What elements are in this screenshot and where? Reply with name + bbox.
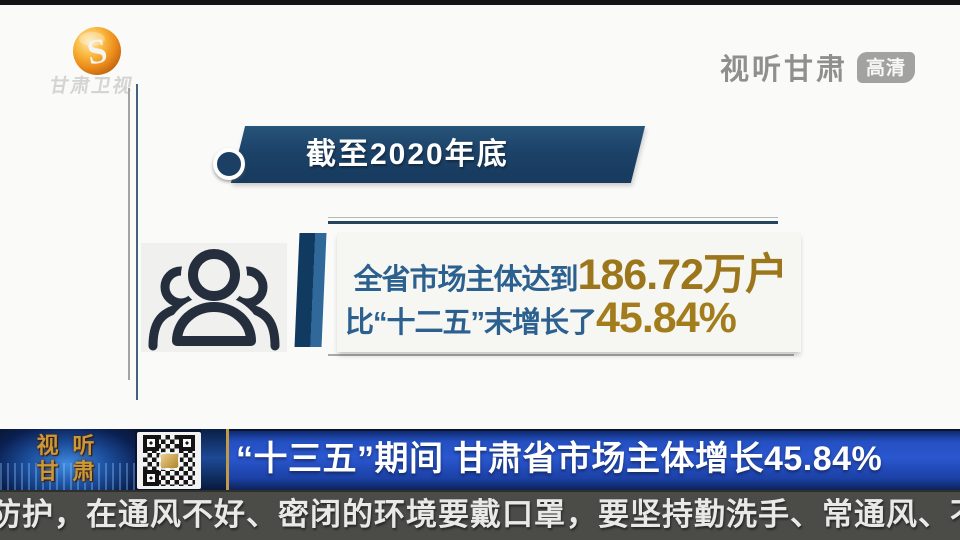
ticker-brand-box: 视 听 甘 肃 [0, 429, 135, 490]
stat2-label: 比“十二五”末增长了 [345, 307, 597, 339]
station-watermark: 甘肃卫视 [47, 76, 136, 97]
channel-name: 视听甘肃 [720, 54, 849, 86]
qr-finder-icon [179, 435, 195, 451]
vertical-rule-navy [136, 84, 138, 400]
ticker-gold-line [226, 429, 229, 490]
banner-dot [213, 148, 245, 180]
stat-box: 全省市场主体达到 186.72万户 比“十二五”末增长了 45.84% [337, 232, 801, 352]
qr-finder-icon [143, 435, 159, 451]
ticker-brand-bottom: 甘 肃 [36, 458, 99, 484]
channel-id: 视听甘肃 高清 [720, 46, 916, 88]
headline-text: “十三五”期间 甘肃省市场主体增长45.84% [236, 440, 883, 478]
ticker-bar: 视 听 甘 肃 “十三五”期间 甘肃省市场主体增长45.84% [0, 429, 960, 490]
accent-ribbon [294, 233, 327, 347]
crawl-text: 防护，在通风不好、密闭的环境要戴口罩，要坚持勤洗手、常通风、不聚集、 [0, 497, 960, 532]
qr-code-icon [137, 432, 201, 489]
rule-top-navy [328, 221, 778, 224]
hd-badge: 高清 [857, 51, 916, 83]
people-group-icon [141, 242, 287, 353]
banner-title: 截至2020年底 [306, 138, 509, 171]
qr-pattern [143, 435, 195, 486]
stat-row-1: 全省市场主体达到 186.72万户 [353, 240, 788, 302]
stat1-label: 全省市场主体达到 [353, 264, 578, 296]
qr-center-logo-icon [161, 454, 178, 468]
vertical-rule-gray [128, 88, 130, 380]
qr-finder-icon [143, 470, 159, 486]
ticker-brand-text: 视 听 甘 肃 [0, 433, 135, 485]
ticker-brand-top: 视 听 [36, 433, 99, 458]
rule-top-thin [328, 217, 778, 218]
station-logo-icon: S [72, 26, 122, 76]
crawl-bar: 防护，在通风不好、密闭的环境要戴口罩，要坚持勤洗手、常通风、不聚集、 [0, 490, 960, 540]
top-black-strip [0, 0, 960, 5]
rule-bottom [328, 354, 794, 356]
headline-bar: “十三五”期间 甘肃省市场主体增长45.84% [229, 429, 960, 490]
ticker-separator-band [201, 429, 226, 490]
stat-row-2: 比“十二五”末增长了 45.84% [345, 294, 737, 343]
stat2-value: 45.84% [596, 294, 737, 342]
stat1-value: 186.72万户 [577, 251, 788, 299]
